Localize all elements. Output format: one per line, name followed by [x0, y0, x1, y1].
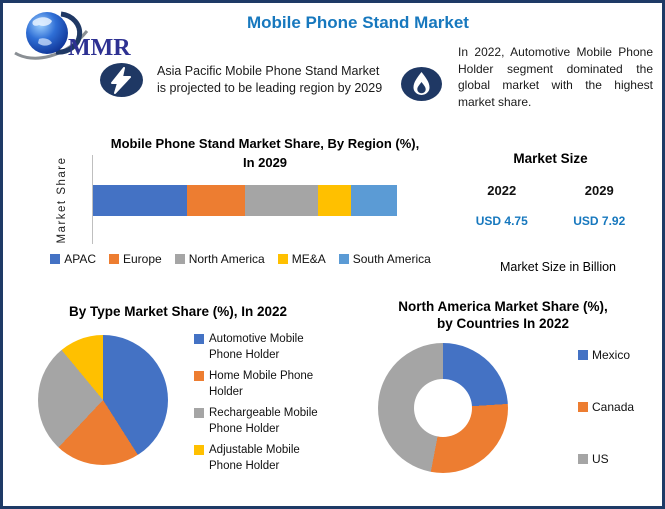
na-donut-chart: [378, 343, 508, 473]
legend-item-rechargeable: Rechargeable Mobile Phone Holder: [194, 406, 336, 437]
legend-swatch: [194, 408, 204, 418]
legend-label: Adjustable Mobile Phone Holder: [209, 444, 300, 472]
legend-swatch: [277, 254, 288, 264]
legend-label: US: [592, 452, 609, 466]
callout-automotive-segment: In 2022, Automotive Mobile Phone Holder …: [458, 45, 653, 109]
na-chart-title-line2: by Countries In 2022: [436, 316, 570, 331]
legend-label: APAC: [64, 252, 96, 266]
legend-label: Canada: [592, 400, 635, 414]
callout-line: Asia Pacific Mobile Phone Stand Market: [157, 64, 380, 78]
bar-segment: [317, 185, 352, 216]
callout-asia-pacific: Asia Pacific Mobile Phone Stand Market i…: [157, 63, 402, 97]
legend-item-south-america: South America: [338, 252, 431, 266]
bar-segment: [351, 185, 397, 216]
legend-label: Automotive Mobile Phone Holder: [209, 333, 304, 361]
market-size-note: Market Size in Billion: [499, 260, 616, 274]
flame-icon: [401, 67, 442, 101]
region-chart-title: Mobile Phone Stand Market Share, By Regi…: [65, 134, 465, 172]
legend-label: Rechargeable Mobile Phone Holder: [209, 407, 318, 435]
legend-item-apac: APAC: [50, 252, 96, 266]
mmr-logo: MMR: [11, 7, 139, 63]
legend-item-us: US: [578, 452, 662, 466]
region-stacked-bar: [93, 185, 397, 216]
legend-swatch: [174, 254, 185, 264]
legend-item-adjustable: Adjustable Mobile Phone Holder: [194, 443, 336, 474]
type-legend: Automotive Mobile Phone Holder Home Mobi…: [194, 332, 336, 474]
na-chart-title-line1: North America Market Share (%),: [398, 299, 608, 314]
region-chart-title-line1: Mobile Phone Stand Market Share, By Regi…: [110, 136, 420, 151]
legend-item-mexico: Mexico: [578, 348, 662, 362]
legend-swatch: [109, 254, 119, 264]
na-legend: Mexico Canada US: [578, 348, 662, 504]
legend-label: ME&A: [291, 252, 326, 266]
na-chart-title: North America Market Share (%), by Count…: [358, 298, 648, 332]
legend-item-europe: Europe: [109, 252, 162, 266]
region-legend: APAC Europe North America ME&A South Ame…: [43, 252, 438, 266]
legend-swatch: [578, 350, 588, 360]
legend-label: South America: [352, 252, 431, 266]
legend-swatch: [194, 371, 204, 381]
market-size-values: USD 4.75 USD 7.92: [453, 214, 648, 228]
value-2022: USD 4.75: [475, 214, 528, 228]
legend-item-home: Home Mobile Phone Holder: [194, 369, 336, 400]
legend-item-canada: Canada: [578, 400, 662, 414]
legend-swatch: [578, 402, 588, 412]
legend-swatch: [338, 254, 349, 264]
bar-segment: [93, 185, 188, 216]
legend-item-automotive: Automotive Mobile Phone Holder: [194, 332, 336, 363]
page-title: Mobile Phone Stand Market: [247, 13, 469, 32]
value-2029: USD 7.92: [573, 214, 626, 228]
legend-item-mea: ME&A: [277, 252, 326, 266]
year-2029: 2029: [584, 183, 614, 198]
legend-label: Mexico: [592, 348, 631, 362]
bar-segment: [187, 185, 245, 216]
donut-hole: [414, 379, 472, 437]
globe-logo-icon: MMR: [14, 11, 131, 61]
legend-label: Europe: [123, 252, 162, 266]
legend-label: Home Mobile Phone Holder: [209, 370, 314, 398]
region-chart-title-line2: In 2029: [242, 155, 288, 170]
year-2022: 2022: [487, 183, 517, 198]
market-size-years: 2022 2029: [453, 183, 648, 198]
legend-swatch: [194, 334, 204, 344]
legend-swatch: [194, 445, 204, 455]
legend-swatch: [50, 254, 61, 264]
callout-line: is projected to be leading region by 202…: [157, 81, 383, 95]
lightning-icon: [100, 63, 143, 97]
type-pie-chart: [38, 335, 168, 465]
legend-swatch: [578, 454, 588, 464]
legend-label: North America: [188, 252, 265, 266]
y-axis-line: [92, 155, 93, 244]
legend-item-north-america: North America: [174, 252, 265, 266]
market-size-heading: Market Size: [513, 151, 588, 166]
bar-segment: [245, 185, 318, 216]
type-chart-title: By Type Market Share (%), In 2022: [68, 304, 288, 319]
logo-text: MMR: [68, 35, 131, 61]
